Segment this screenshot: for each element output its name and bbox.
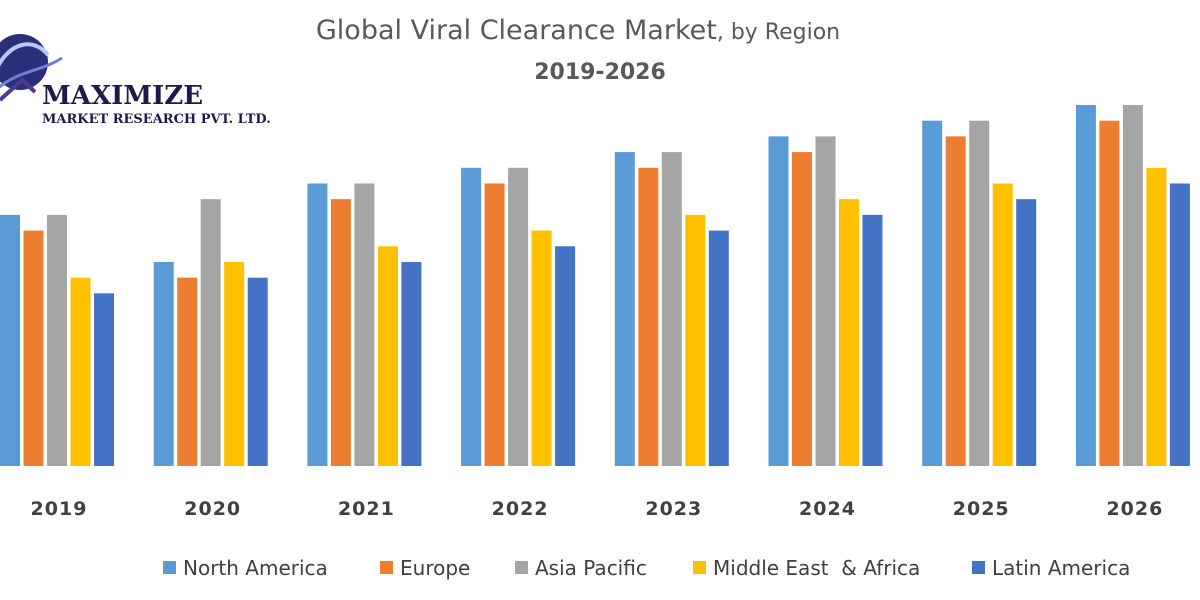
bar-2024-middle-east-africa — [839, 199, 859, 466]
bar-2025-north-america — [922, 120, 943, 467]
legend: North America Europe Asia Pacific Middle Ea… — [163, 556, 1130, 580]
bar-2020-latin-america — [247, 277, 268, 466]
logo-tagline: MARKET RESEARCH PVT. LTD. — [42, 112, 271, 127]
bar-2024-north-america — [768, 136, 789, 467]
bar-2021-middle-east-africa — [377, 246, 398, 466]
x-tick-label: 2024 — [799, 498, 856, 520]
bar-2026-middle-east-africa — [1146, 167, 1167, 467]
chart-title: Global Viral Clearance Market — [316, 15, 717, 46]
x-tick-label: 2021 — [338, 498, 395, 520]
legend-swatch-middle-east-africa — [693, 561, 706, 574]
bar-2023-europe — [638, 167, 659, 467]
chart-subtitle: 2019-2026 — [534, 60, 666, 85]
x-tick-label: 2023 — [645, 498, 702, 520]
chart-title-line: Global Viral Clearance Market, by Region — [316, 15, 840, 46]
legend-label-europe: Europe — [400, 556, 470, 580]
bar-2023-middle-east-africa — [685, 214, 706, 466]
bar-2021-latin-america — [401, 261, 422, 466]
legend-label-middle-east-africa: Middle East & Africa — [713, 556, 920, 580]
bar-2022-north-america — [461, 167, 482, 467]
chart-title-suffix: , by Region — [717, 20, 840, 45]
legend-swatch-latin-america — [972, 561, 985, 574]
bar-2025-europe — [945, 136, 966, 467]
bar-2019-north-america — [0, 214, 20, 466]
bar-2023-latin-america — [708, 230, 729, 466]
bar-2026-europe — [1099, 120, 1120, 467]
legend-label-asia-pacific: Asia Pacific — [535, 556, 647, 580]
legend-swatch-asia-pacific — [515, 561, 528, 574]
bar-2026-north-america — [1075, 105, 1096, 466]
legend-label-latin-america: Latin America — [992, 556, 1130, 580]
bar-2022-europe — [484, 183, 505, 466]
bar-2020-europe — [177, 277, 198, 466]
bar-2025-latin-america — [1016, 199, 1037, 466]
legend-label-north-america: North America — [183, 556, 328, 580]
bar-2020-north-america — [153, 261, 174, 466]
bar-2024-asia-pacific — [815, 136, 836, 467]
bar-2022-middle-east-africa — [531, 230, 552, 466]
x-axis-tick-labels: 2019 2020 2021 2022 2023 2024 2025 2026 — [31, 498, 1163, 520]
bar-2026-latin-america — [1169, 183, 1190, 466]
bar-2021-europe — [330, 199, 351, 466]
bar-2023-asia-pacific — [661, 152, 682, 466]
bar-2025-asia-pacific — [969, 120, 990, 467]
bar-2021-asia-pacific — [354, 183, 375, 466]
x-tick-label: 2022 — [492, 498, 549, 520]
bar-2024-europe — [792, 152, 812, 466]
bar-2019-europe — [23, 230, 44, 466]
bar-2019-latin-america — [94, 293, 114, 466]
x-tick-label: 2025 — [953, 498, 1010, 520]
bars-group — [0, 105, 1190, 467]
bar-2020-asia-pacific — [200, 199, 221, 466]
bar-2022-latin-america — [555, 246, 576, 466]
x-tick-label: 2020 — [184, 498, 241, 520]
company-logo: MAXIMIZE MARKET RESEARCH PVT. LTD. — [0, 34, 271, 127]
bar-2026-asia-pacific — [1122, 105, 1143, 466]
bar-2020-middle-east-africa — [224, 261, 245, 466]
x-tick-label: 2026 — [1106, 498, 1163, 520]
legend-swatch-north-america — [163, 561, 176, 574]
bar-2025-middle-east-africa — [992, 183, 1013, 466]
x-tick-label: 2019 — [31, 498, 88, 520]
bar-2022-asia-pacific — [508, 167, 529, 467]
bar-2019-asia-pacific — [47, 214, 67, 466]
bar-2019-middle-east-africa — [70, 277, 91, 466]
bar-2024-latin-america — [862, 214, 883, 466]
legend-swatch-europe — [380, 561, 393, 574]
logo-name: MAXIMIZE — [42, 81, 203, 111]
bar-2023-north-america — [614, 152, 635, 466]
bar-2021-north-america — [307, 183, 328, 466]
